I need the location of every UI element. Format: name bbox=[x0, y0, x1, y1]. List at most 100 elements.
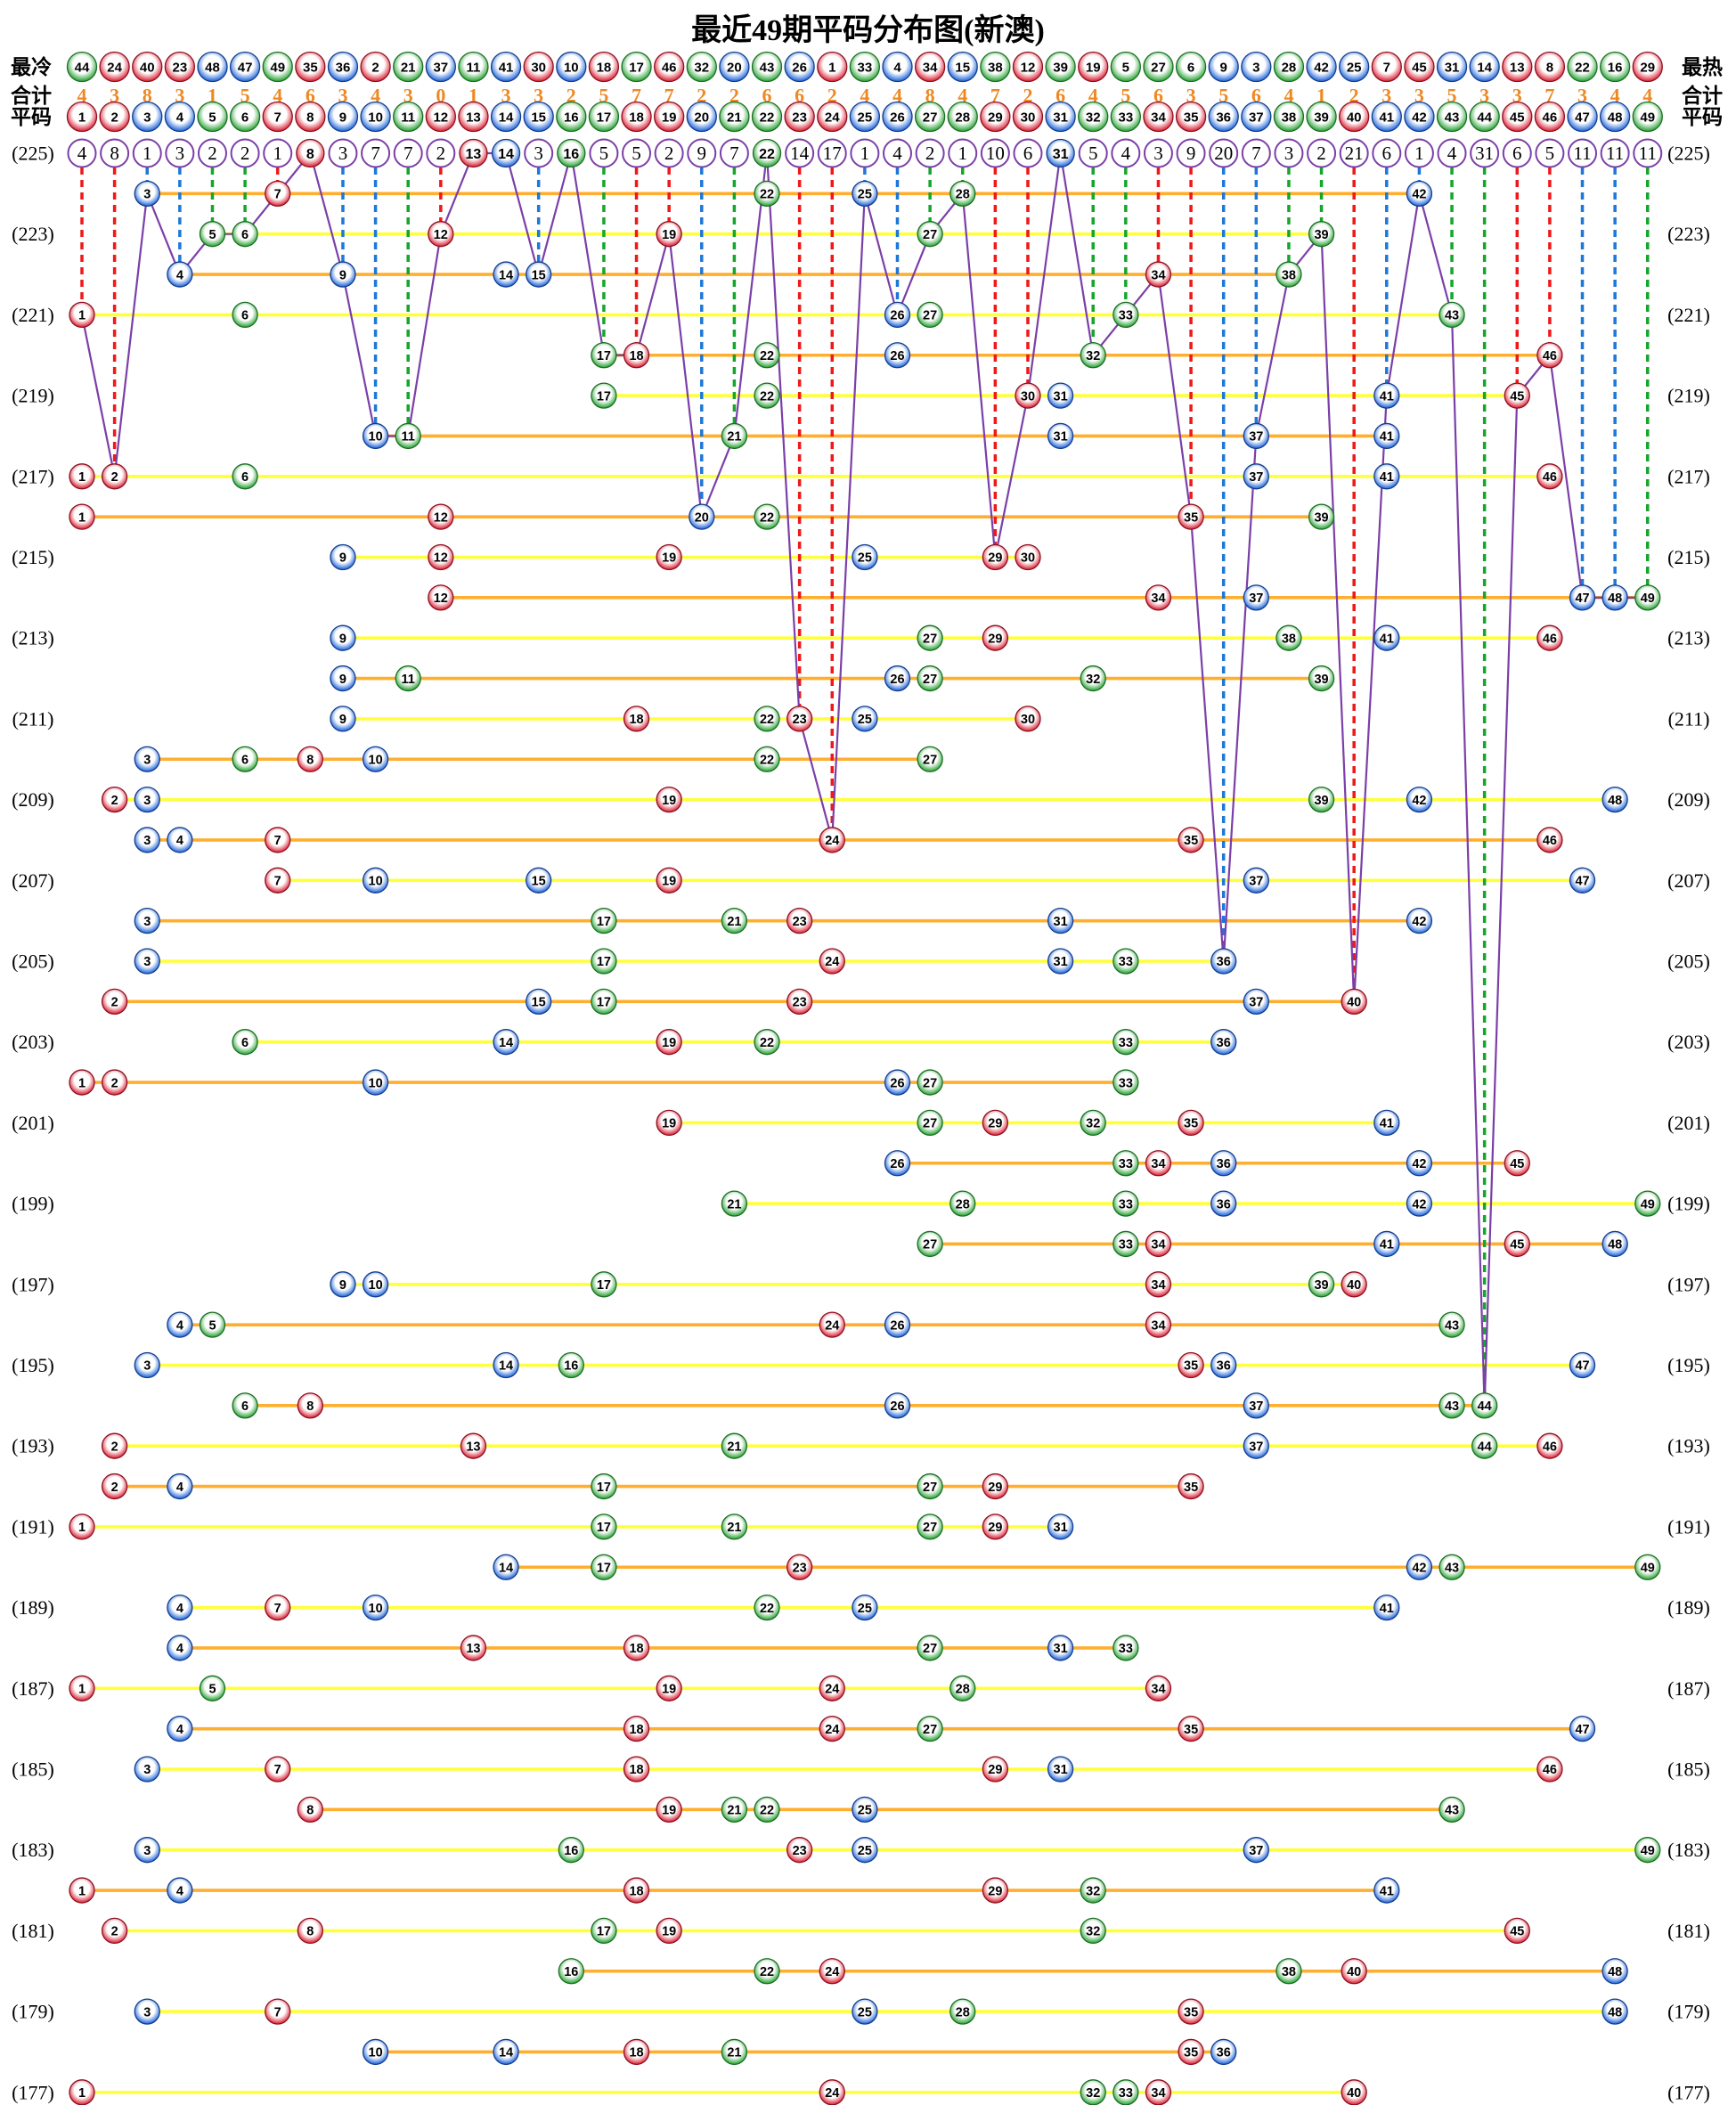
pingma-ball-number: 31 bbox=[1053, 110, 1068, 125]
chart-ball bbox=[721, 908, 748, 934]
chart-ball-number: 2 bbox=[111, 794, 118, 808]
chart-ball bbox=[656, 1109, 682, 1137]
chart-ball-number: 19 bbox=[662, 794, 676, 808]
cold-ball bbox=[686, 51, 717, 83]
chart-ball-number: 49 bbox=[1641, 1197, 1655, 1212]
chart-ball-number: 22 bbox=[760, 510, 774, 525]
top-omission-circle bbox=[1176, 138, 1206, 168]
chart-ball bbox=[623, 1877, 650, 1904]
row-label-right: (185) bbox=[1667, 1758, 1710, 1780]
total-value: 3 bbox=[1577, 84, 1587, 106]
chart-ball-number: 33 bbox=[1119, 1197, 1133, 1212]
chart-ball bbox=[754, 1958, 780, 1985]
top-omission-circle bbox=[1274, 138, 1304, 168]
chart-ball bbox=[884, 1311, 911, 1338]
top-omission-circle bbox=[1404, 138, 1434, 168]
chart-ball-number: 32 bbox=[1086, 2086, 1100, 2101]
top-omission-value: 7 bbox=[1251, 143, 1261, 164]
chart-ball bbox=[265, 827, 291, 853]
total-value: 2 bbox=[566, 84, 576, 106]
chart-ball bbox=[1439, 1311, 1465, 1338]
total-value: 3 bbox=[501, 84, 511, 106]
pingma-ball bbox=[1143, 101, 1174, 133]
chart-ball bbox=[1113, 948, 1139, 975]
chart-ball-number: 4 bbox=[176, 1642, 183, 1656]
pingma-ball-number: 10 bbox=[368, 110, 383, 125]
cold-ball-number: 3 bbox=[1252, 60, 1259, 75]
chart-ball-number: 24 bbox=[825, 1683, 839, 1697]
pingma-ball bbox=[556, 101, 587, 133]
chart-ball-number: 12 bbox=[434, 551, 448, 566]
chart-ball-number: 18 bbox=[629, 349, 643, 363]
pingma-ball bbox=[360, 101, 391, 133]
pingma-ball-number: 29 bbox=[988, 110, 1003, 125]
chart-ball bbox=[1145, 1675, 1172, 1701]
pingma-ball bbox=[1208, 101, 1239, 133]
chart-ball-number: 37 bbox=[1249, 1844, 1263, 1858]
chart-ball-number: 17 bbox=[597, 1278, 611, 1293]
row-label-right: (183) bbox=[1667, 1839, 1710, 1861]
pingma-ball-number: 18 bbox=[629, 110, 644, 125]
chart-ball-number: 5 bbox=[208, 1318, 216, 1333]
chart-ball-number: 6 bbox=[241, 309, 249, 323]
chart-ball bbox=[1308, 1271, 1335, 1298]
pingma-ball-number: 7 bbox=[274, 110, 281, 125]
chart-ball bbox=[623, 706, 650, 732]
chart-ball-number: 29 bbox=[988, 1481, 1002, 1495]
cold-ball-number: 18 bbox=[597, 60, 612, 75]
pingma-ball bbox=[1599, 101, 1631, 133]
top-omission-value: 2 bbox=[240, 143, 250, 164]
chart-ball-number: 31 bbox=[1054, 1521, 1068, 1535]
cold-ball bbox=[947, 51, 978, 83]
chart-ball bbox=[591, 382, 617, 409]
cold-ball bbox=[66, 51, 98, 83]
chart-ball-number: 48 bbox=[1608, 2005, 1622, 2019]
chart-ball bbox=[1210, 948, 1237, 975]
chart-ball bbox=[265, 1594, 291, 1621]
chart-ball-number: 2 bbox=[111, 1440, 118, 1454]
chart-ball-number: 36 bbox=[1217, 1359, 1231, 1374]
chart-ball bbox=[297, 1392, 323, 1419]
chart-ball-number: 48 bbox=[1608, 1965, 1622, 1979]
cold-ball-number: 29 bbox=[1640, 60, 1655, 75]
chart-ball-number: 9 bbox=[339, 632, 346, 646]
pingma-ball-number: 49 bbox=[1640, 110, 1655, 125]
pingma-ball bbox=[197, 101, 228, 133]
top-omission-circle bbox=[915, 138, 945, 168]
chart-ball-number: 35 bbox=[1184, 1117, 1198, 1131]
chart-ball bbox=[1243, 1432, 1269, 1459]
cold-ball bbox=[914, 51, 946, 83]
chart-ball-number: 6 bbox=[241, 228, 249, 242]
chart-ball-number: 41 bbox=[1380, 1117, 1394, 1131]
pingma-ball-number: 12 bbox=[433, 110, 448, 125]
chart-ball-number: 47 bbox=[1575, 1723, 1589, 1737]
chart-ball-number: 3 bbox=[143, 1359, 151, 1374]
top-omission-value: 8 bbox=[110, 143, 119, 164]
chart-ball-number: 41 bbox=[1380, 632, 1394, 646]
chart-ball-number: 9 bbox=[339, 713, 346, 727]
total-value: 3 bbox=[1512, 84, 1522, 106]
chart-ball bbox=[199, 1675, 226, 1701]
row-label-left: (215) bbox=[12, 546, 54, 568]
chart-ball bbox=[754, 746, 780, 772]
cold-ball bbox=[849, 51, 881, 83]
top-drawn-ball-number: 14 bbox=[498, 147, 514, 162]
chart-ball bbox=[395, 422, 421, 450]
cold-ball bbox=[197, 51, 228, 83]
cold-ball bbox=[1273, 51, 1305, 83]
cold-ball-number: 15 bbox=[955, 60, 970, 75]
chart-ball-number: 24 bbox=[825, 1318, 839, 1333]
chart-ball-number: 46 bbox=[1543, 470, 1557, 485]
chart-ball bbox=[1504, 382, 1530, 409]
chart-ball-number: 1 bbox=[78, 1521, 86, 1535]
chart-ball-number: 45 bbox=[1510, 1925, 1524, 1939]
top-omission-value: 9 bbox=[697, 143, 707, 164]
chart-ball-number: 22 bbox=[760, 713, 774, 727]
cold-ball-number: 46 bbox=[662, 60, 677, 75]
total-value: 4 bbox=[273, 84, 282, 106]
pingma-ball-number: 2 bbox=[110, 110, 118, 125]
chart-ball-number: 3 bbox=[143, 834, 151, 848]
chart-ball-number: 12 bbox=[434, 592, 448, 606]
chart-ball-number: 19 bbox=[662, 875, 676, 889]
pingma-ball bbox=[1273, 101, 1305, 133]
